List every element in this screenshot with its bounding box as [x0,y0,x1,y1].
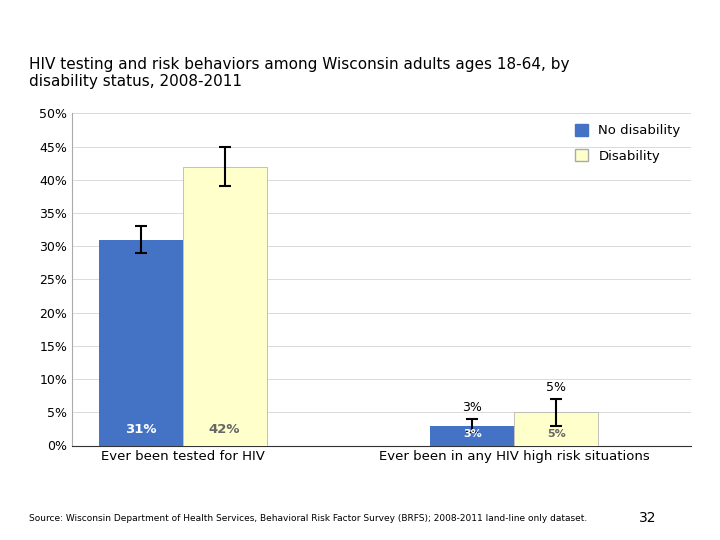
Bar [431,426,514,446]
Text: 3%: 3% [463,429,482,439]
Text: HIV testing and risk behaviors among Wisconsin adults ages 18-64, by
disability : HIV testing and risk behaviors among Wis… [29,57,570,89]
Bar [183,166,266,445]
Text: Reproductive and sexual health: Reproductive and sexual health [449,11,711,26]
Text: 3%: 3% [462,401,482,414]
Text: PEOPLE WITH DISABILITIES: PEOPLE WITH DISABILITIES [9,11,233,26]
Bar [514,413,598,446]
Text: 42%: 42% [209,422,240,436]
Legend: No disability, Disability: No disability, Disability [571,120,685,167]
Text: 5%: 5% [547,429,566,439]
Text: 5%: 5% [546,381,567,394]
Text: 31%: 31% [125,422,156,436]
Bar [99,240,183,446]
Text: Source: Wisconsin Department of Health Services, Behavioral Risk Factor Survey (: Source: Wisconsin Department of Health S… [29,514,587,523]
Text: 32: 32 [639,511,657,525]
